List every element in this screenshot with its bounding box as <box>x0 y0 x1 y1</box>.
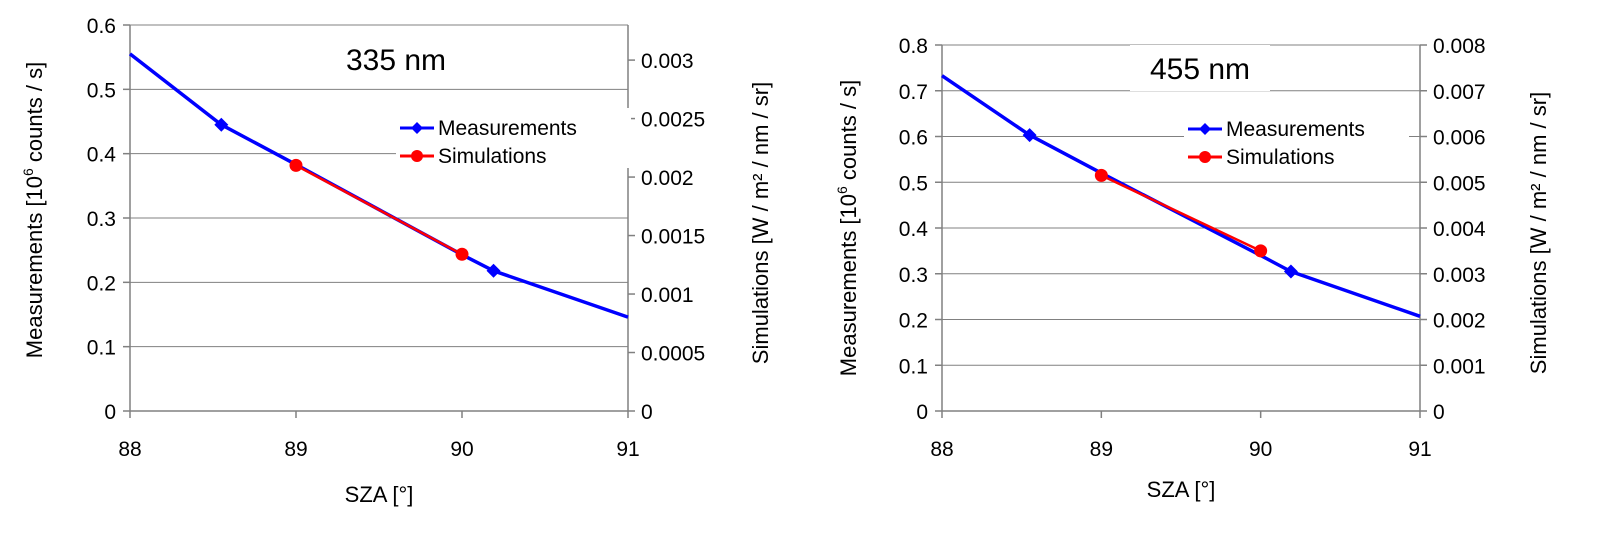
y2-tick-label: 0.001 <box>641 284 694 307</box>
series-line-simulations <box>1100 174 1262 253</box>
y-tick-label: 0.3 <box>899 264 928 287</box>
y-axis-label-main: Measurements [10 <box>22 176 47 358</box>
y-axis-label-rest: counts / s] <box>22 62 47 168</box>
legend-marker <box>411 122 423 134</box>
legend-background <box>1184 109 1409 169</box>
chart-335nm: 0 0.1 0.2 0.3 0.4 0.5 0.6 0 0.0005 0.001 0.0015 0.0… <box>20 15 773 507</box>
data-point-marker <box>1094 168 1108 182</box>
y2-tick-label: 0.0005 <box>641 343 705 366</box>
chart-title: 335 nm <box>346 44 446 77</box>
x-tick-label: 88 <box>118 438 141 461</box>
y-tick-label: 0.5 <box>87 79 116 102</box>
legend-label: Simulations <box>438 145 547 168</box>
x-tick-label: 89 <box>1090 438 1113 461</box>
chart-455nm: 0 0.1 0.2 0.3 0.4 0.5 0.6 0.7 0.8 0 0.001 0.002 0.00… <box>834 35 1551 502</box>
chart-panel-335: 0 0.1 0.2 0.3 0.4 0.5 0.6 0 0.0005 0.001 0.0015 0.0… <box>0 0 800 536</box>
y-axis-label-rest: counts / s] <box>836 80 861 186</box>
y2-tick-label: 0.003 <box>641 50 694 73</box>
y-axis-label-main: Measurements [10 <box>836 194 861 376</box>
y2-tick-label: 0.008 <box>1433 35 1486 58</box>
data-point-marker <box>1254 244 1268 258</box>
x-tick-label: 90 <box>450 438 473 461</box>
legend-background <box>396 108 631 168</box>
y2-tick-label: 0.0015 <box>641 226 705 249</box>
x-tick-label: 89 <box>284 438 307 461</box>
x-tick-label: 88 <box>930 438 953 461</box>
y-tick-label: 0 <box>104 401 116 424</box>
y-tick-label: 0.5 <box>899 172 928 195</box>
x-axis-label: SZA [°] <box>345 482 414 507</box>
x-tick-label: 91 <box>616 438 639 461</box>
y2-tick-label: 0.002 <box>641 167 694 190</box>
y2-axis-label: Simulations [W / m² / nm / sr] <box>748 82 773 364</box>
y-tick-label: 0.2 <box>899 310 928 333</box>
y-tick-label: 0.3 <box>87 208 116 231</box>
y-tick-label: 0.1 <box>899 355 928 378</box>
title-background <box>326 36 466 82</box>
y2-tick-label: 0.001 <box>1433 355 1486 378</box>
y-tick-label: 0.7 <box>899 81 928 104</box>
legend-marker <box>1199 151 1211 163</box>
x-tick-label: 90 <box>1249 438 1272 461</box>
data-point-marker <box>455 247 469 261</box>
y2-tick-label: 0.004 <box>1433 218 1486 241</box>
y-axis-label-sup: 6 <box>834 186 850 194</box>
data-point-marker <box>486 263 501 278</box>
chart-title: 455 nm <box>1150 53 1250 86</box>
y-axis-label: Measurements [106 counts / s] <box>834 80 861 376</box>
legend-marker <box>1199 123 1211 135</box>
y2-tick-label: 0.005 <box>1433 172 1486 195</box>
legend-label: Simulations <box>1226 146 1335 169</box>
data-point-marker <box>214 117 229 132</box>
y2-tick-label: 0.003 <box>1433 264 1486 287</box>
y-tick-label: 0.8 <box>899 35 928 58</box>
y2-tick-label: 0 <box>641 401 653 424</box>
series-line-simulations <box>295 164 463 256</box>
x-tick-label: 91 <box>1408 438 1431 461</box>
y2-tick-label: 0.002 <box>1433 310 1486 333</box>
y2-tick-label: 0.006 <box>1433 127 1486 150</box>
legend-marker <box>411 150 423 162</box>
legend-label: Measurements <box>438 117 577 140</box>
y2-axis-label: Simulations [W / m² / nm / sr] <box>1526 92 1551 374</box>
data-point-marker <box>1283 264 1298 279</box>
title-background <box>1130 45 1270 91</box>
x-axis-label: SZA [°] <box>1147 477 1216 502</box>
y-tick-label: 0.4 <box>87 144 117 167</box>
legend-label: Measurements <box>1226 118 1365 141</box>
y-axis-label: Measurements [106 counts / s] <box>20 62 47 358</box>
y-axis-label-sup: 6 <box>20 168 36 176</box>
y2-tick-label: 0.0025 <box>641 109 705 132</box>
y-tick-label: 0 <box>916 401 928 424</box>
chart-panel-455: 0 0.1 0.2 0.3 0.4 0.5 0.6 0.7 0.8 0 0.001 0.002 0.00… <box>810 0 1606 536</box>
y-tick-label: 0.4 <box>899 218 929 241</box>
y-tick-label: 0.2 <box>87 272 116 295</box>
data-point-marker <box>289 158 303 172</box>
y2-tick-label: 0 <box>1433 401 1445 424</box>
data-point-marker <box>1022 128 1037 143</box>
y-tick-label: 0.6 <box>899 127 928 150</box>
y2-tick-label: 0.007 <box>1433 81 1486 104</box>
series-line-measurements <box>128 52 629 319</box>
y-tick-label: 0.6 <box>87 15 116 38</box>
y-tick-label: 0.1 <box>87 337 116 360</box>
